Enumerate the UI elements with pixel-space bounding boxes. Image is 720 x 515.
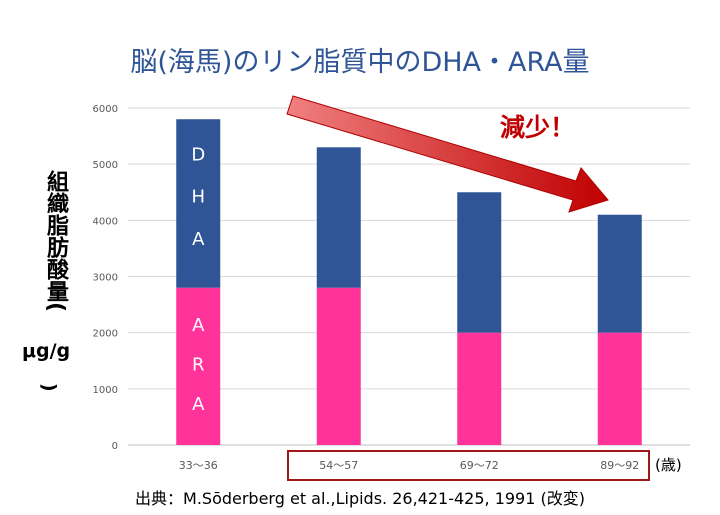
source-citation: 出典：M.Sōderberg et al.,Lipids. 26,421-425… bbox=[135, 489, 585, 508]
bar-ara bbox=[176, 287, 221, 445]
x-tick-label: 33～36 bbox=[179, 459, 218, 472]
x-tick-label: 89～92 bbox=[600, 459, 639, 472]
decrease-arrow bbox=[286, 95, 609, 213]
x-axis-unit: (歳) bbox=[655, 456, 682, 474]
bar-ara bbox=[316, 287, 361, 445]
y-axis-label: 組織脂肪酸量( bbox=[43, 170, 68, 313]
ara-segment-label: A bbox=[192, 394, 205, 415]
bar-ara bbox=[457, 332, 502, 445]
dha-segment-label: H bbox=[191, 187, 205, 208]
y-axis-label-close: ) bbox=[38, 383, 60, 392]
y-tick-label: 6000 bbox=[93, 104, 118, 115]
bar-dha bbox=[457, 192, 502, 333]
highlight-box bbox=[287, 450, 650, 481]
y-tick-label: 1000 bbox=[93, 385, 118, 396]
bar-dha bbox=[597, 214, 642, 333]
decrease-annotation: 減少！ bbox=[500, 113, 576, 142]
x-tick-label: 54～57 bbox=[319, 459, 358, 472]
y-tick-label: 2000 bbox=[93, 329, 118, 340]
y-tick-label: 3000 bbox=[93, 273, 118, 284]
bar-dha bbox=[316, 147, 361, 288]
bar-dha bbox=[176, 119, 221, 288]
ara-segment-label: A bbox=[192, 315, 205, 336]
dha-segment-label: A bbox=[192, 229, 205, 250]
bar-ara bbox=[597, 332, 642, 445]
dha-segment-label: D bbox=[191, 145, 205, 166]
x-tick-label: 69～72 bbox=[460, 459, 499, 472]
chart-title: 脳(海馬)のリン脂質中のDHA・ARA量 bbox=[130, 47, 590, 78]
y-axis-unit: μg/g bbox=[22, 340, 71, 362]
y-tick-label: 4000 bbox=[93, 216, 118, 227]
ara-segment-label: R bbox=[192, 355, 205, 376]
y-tick-label: 5000 bbox=[93, 160, 118, 171]
y-tick-label: 0 bbox=[112, 441, 118, 452]
